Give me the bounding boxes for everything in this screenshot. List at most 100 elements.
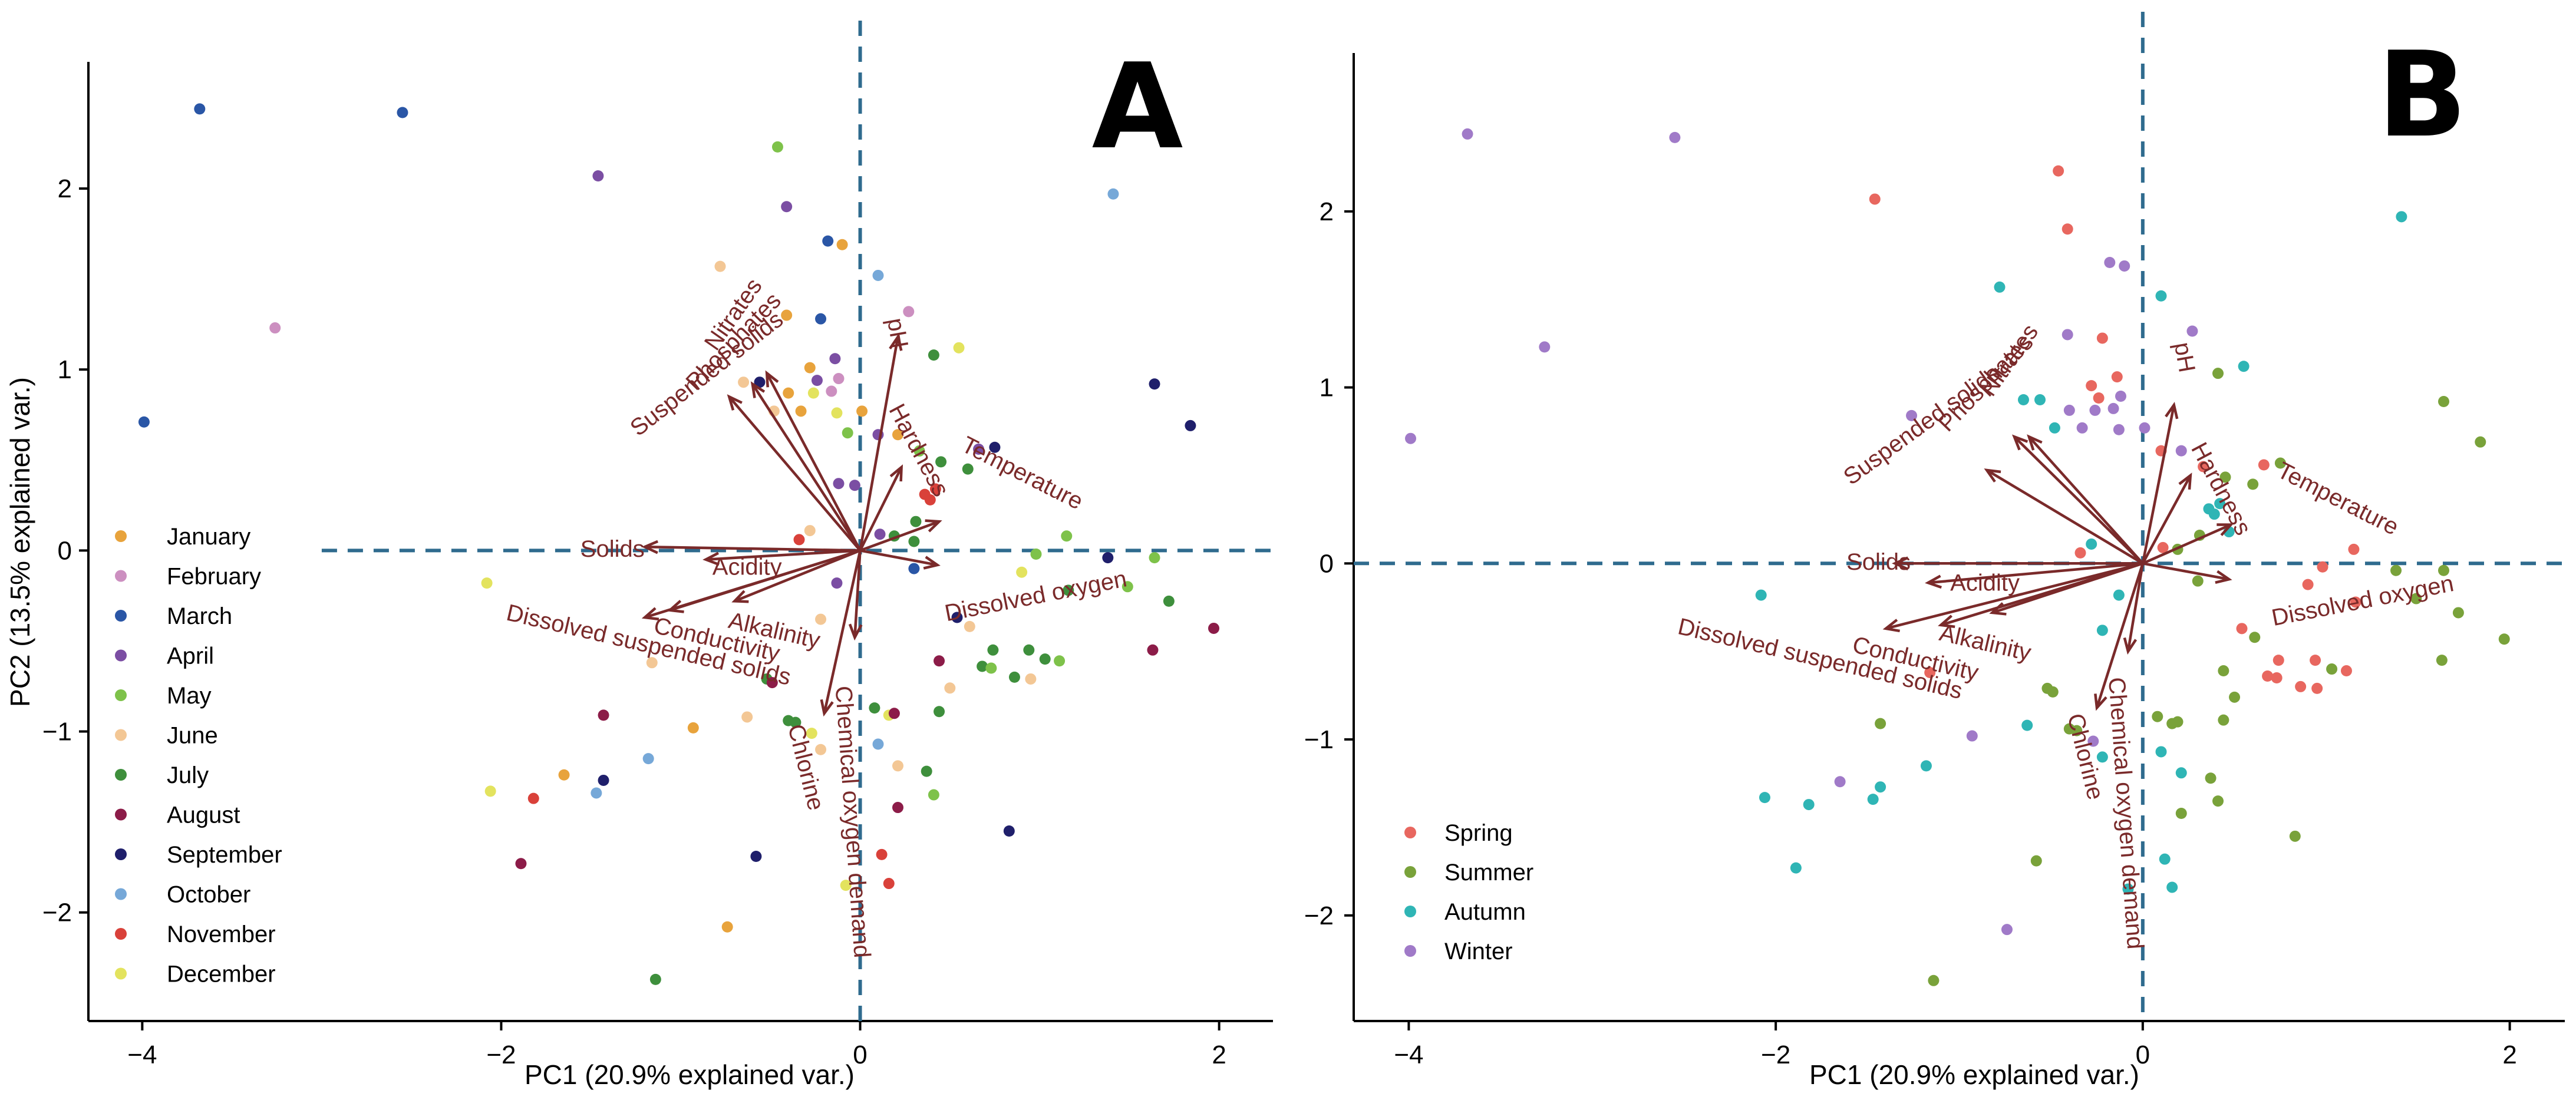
data-point-august (766, 677, 778, 689)
data-point-july (1063, 584, 1074, 596)
data-point-summer (2218, 665, 2229, 677)
y-tick-label: 1 (58, 355, 72, 384)
loading-arrow-alkalinity (734, 549, 861, 603)
panel-letter: A (1092, 38, 1183, 176)
y-axis-title: PC2 (13.5% explained var.) (5, 377, 35, 707)
legend-swatch-summer (1404, 866, 1416, 878)
data-point-summer (2247, 478, 2259, 490)
data-point-july (928, 349, 939, 361)
legend-swatch-july (115, 769, 127, 781)
data-point-august (934, 655, 945, 667)
data-point-autumn (2159, 853, 2171, 865)
data-point-winter (1669, 131, 1681, 143)
data-point-may (1149, 552, 1160, 564)
data-point-october (872, 269, 884, 281)
data-point-january (558, 769, 570, 781)
data-point-july (1008, 671, 1020, 683)
data-point-autumn (1790, 862, 1802, 874)
data-point-autumn (1867, 794, 1879, 805)
data-point-spring (2157, 541, 2169, 553)
legend-label-december: December (167, 962, 276, 987)
data-point-autumn (2086, 538, 2097, 550)
data-point-april (833, 478, 845, 490)
data-point-autumn (1755, 589, 1767, 601)
legend-label-february: February (167, 564, 261, 590)
data-point-february (826, 385, 837, 397)
x-tick-label: 0 (853, 1040, 867, 1069)
data-point-april (781, 201, 793, 213)
data-point-summer (2289, 830, 2301, 842)
data-point-june (741, 711, 753, 723)
data-point-autumn (2021, 719, 2033, 731)
legend-swatch-february (115, 570, 127, 582)
data-point-august (892, 802, 903, 814)
data-point-spring (2236, 623, 2248, 635)
data-point-summer (1875, 718, 1886, 729)
legend-swatch-november (115, 928, 127, 940)
data-point-autumn (2113, 589, 2125, 601)
data-point-august (1147, 644, 1159, 656)
loading-arrowhead (1882, 619, 1900, 633)
loading-arrow-chemical-oxygen-demand (2126, 563, 2145, 652)
data-point-spring (2350, 596, 2361, 608)
data-point-summer (2326, 663, 2338, 675)
data-point-summer (2410, 593, 2422, 604)
y-tick-label: 2 (1320, 197, 1334, 226)
data-point-may (771, 141, 783, 153)
legend-swatch-april (115, 649, 127, 662)
data-point-spring (2295, 680, 2307, 692)
loading-arrowhead (2178, 473, 2192, 490)
data-point-july (908, 536, 920, 547)
loading-arrow-acidity (1928, 562, 2143, 584)
data-point-summer (2030, 855, 2042, 867)
data-point-november (929, 483, 941, 495)
data-point-may (1061, 530, 1073, 542)
loading-label-chlorine: Chlorine (783, 722, 829, 813)
data-point-spring (2310, 655, 2321, 666)
data-point-february (903, 306, 915, 318)
data-point-june (892, 760, 903, 772)
loading-arrow-acidity (705, 549, 860, 561)
y-tick-label: 0 (1320, 549, 1334, 578)
data-point-winter (2089, 404, 2101, 416)
x-axis-title: PC1 (20.9% explained var.) (1809, 1059, 2139, 1090)
loading-arrowhead (1925, 574, 1942, 589)
data-point-summer (1928, 974, 1940, 986)
data-point-december (481, 577, 493, 589)
data-point-january (804, 362, 816, 374)
loading-label-acidity: Acidity (1950, 570, 2020, 596)
data-point-summer (2212, 368, 2224, 379)
data-point-march (194, 103, 206, 115)
data-point-summer (2218, 714, 2229, 726)
data-point-january (687, 722, 699, 734)
data-point-april (592, 170, 604, 182)
data-point-autumn (1920, 760, 1932, 772)
loading-arrowhead (2217, 523, 2234, 536)
loading-arrowhead (702, 551, 720, 566)
data-point-november (527, 792, 539, 804)
data-point-spring (2111, 371, 2123, 383)
loading-label-nitrates: Nitrates (1975, 319, 2043, 401)
data-point-spring (2086, 380, 2097, 392)
data-point-february (269, 322, 281, 334)
data-point-april (849, 480, 860, 491)
data-point-spring (2272, 655, 2284, 666)
loading-arrow-dissolved-oxygen (860, 549, 938, 567)
loading-arrowhead (1989, 602, 2007, 616)
loading-label-acidity: Acidity (713, 554, 782, 580)
data-point-spring (1924, 667, 1936, 679)
x-tick-label: −4 (127, 1040, 157, 1069)
x-tick-label: −2 (486, 1040, 516, 1069)
panel-letter: B (2377, 27, 2467, 164)
y-tick-label: −2 (42, 898, 72, 927)
data-point-autumn (2155, 746, 2167, 758)
data-point-autumn (2208, 508, 2220, 520)
data-point-january (856, 405, 868, 417)
data-point-january (892, 429, 903, 441)
loading-label-solids: Solids (1846, 549, 1911, 575)
loading-arrow-chlorine (823, 550, 862, 714)
loading-label-dissolved-oxygen: Dissolved oxygen (2270, 570, 2456, 631)
legend-swatch-october (115, 888, 127, 900)
data-point-winter (2113, 424, 2125, 435)
